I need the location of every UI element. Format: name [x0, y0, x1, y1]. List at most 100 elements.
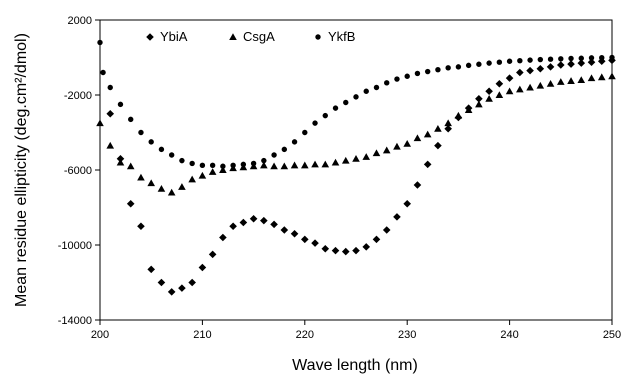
data-point — [322, 112, 328, 119]
x-axis-title: Wave length (nm) — [292, 357, 418, 374]
data-point — [311, 160, 319, 168]
data-point — [343, 99, 349, 106]
series-ykfb — [97, 39, 615, 169]
data-point — [126, 199, 135, 208]
data-point — [557, 61, 565, 69]
data-point — [382, 226, 391, 234]
data-point — [220, 163, 226, 169]
data-point — [106, 141, 115, 149]
data-point — [454, 111, 463, 119]
data-point — [464, 106, 473, 114]
data-point — [536, 64, 545, 73]
data-point — [189, 160, 195, 167]
legend-marker — [229, 33, 237, 41]
data-point — [516, 85, 524, 93]
data-point — [188, 278, 196, 287]
data-point — [465, 62, 472, 69]
y-tick-label: 2000 — [68, 15, 92, 27]
data-point — [167, 288, 176, 296]
data-point — [413, 134, 422, 142]
data-point — [384, 80, 390, 86]
data-point — [341, 247, 350, 256]
legend-label: YkfB — [328, 29, 355, 44]
data-point — [261, 157, 267, 164]
data-point — [291, 139, 298, 145]
data-point — [403, 139, 411, 147]
data-point — [260, 161, 268, 169]
data-point — [546, 63, 555, 71]
data-point — [270, 220, 278, 229]
data-point — [97, 39, 103, 46]
data-point — [434, 124, 442, 132]
data-point — [496, 59, 503, 65]
data-point — [230, 162, 236, 169]
data-point — [198, 263, 207, 272]
series-ybia — [106, 56, 616, 296]
data-point — [547, 56, 554, 62]
data-point — [413, 181, 422, 189]
data-point — [558, 56, 564, 62]
data-point — [178, 284, 186, 292]
data-point — [178, 183, 186, 190]
data-point — [147, 265, 155, 274]
data-point — [148, 139, 154, 145]
data-point — [495, 91, 504, 99]
data-point — [353, 94, 359, 100]
data-point — [107, 84, 113, 91]
data-point — [537, 56, 544, 63]
data-point — [527, 57, 533, 63]
data-point — [362, 153, 371, 160]
data-point — [341, 156, 350, 164]
data-point — [96, 119, 104, 127]
legend-marker — [146, 33, 154, 41]
data-point — [229, 222, 237, 231]
data-point — [394, 76, 400, 82]
x-tick-label: 210 — [193, 329, 211, 341]
data-point — [249, 214, 258, 223]
data-point — [567, 60, 575, 68]
data-point — [137, 222, 145, 231]
data-point — [100, 69, 106, 76]
data-point — [128, 116, 134, 123]
data-point — [116, 158, 125, 166]
data-point — [321, 244, 330, 253]
data-point — [362, 243, 371, 251]
data-point — [301, 235, 309, 244]
data-point — [557, 78, 565, 85]
data-point — [147, 179, 155, 187]
data-point — [219, 233, 227, 242]
data-point — [485, 87, 493, 96]
data-point — [444, 119, 452, 127]
data-point — [455, 64, 462, 70]
data-point — [403, 199, 411, 208]
data-point — [546, 79, 555, 87]
y-axis-title: Mean residue ellipticity (deg.cm²/dmol) — [13, 33, 30, 307]
data-point — [597, 73, 606, 81]
legend-item-csga: CsgA — [229, 29, 275, 44]
data-point — [352, 154, 360, 162]
data-point — [168, 152, 175, 158]
data-point — [577, 76, 586, 84]
data-point — [157, 278, 166, 287]
data-point — [363, 88, 369, 94]
data-point — [138, 129, 144, 136]
data-point — [352, 246, 360, 255]
legend-item-ykfb: YkfB — [315, 29, 355, 44]
data-point — [208, 250, 217, 259]
data-point — [106, 109, 115, 118]
data-point — [435, 66, 441, 73]
data-point — [393, 213, 401, 221]
data-point — [567, 77, 575, 84]
data-point — [373, 84, 380, 91]
y-tick-label: -14000 — [58, 315, 92, 327]
data-point — [587, 74, 596, 82]
data-point — [271, 152, 277, 158]
data-point — [158, 146, 165, 153]
x-tick-label: 230 — [398, 329, 416, 341]
data-point — [424, 68, 431, 75]
y-tick-label: -2000 — [64, 90, 92, 102]
data-point — [404, 73, 410, 79]
data-point — [516, 68, 524, 77]
data-point — [445, 65, 451, 71]
axes: 200 210 220 230 240 250 2000 -2000 -6000 -10000 -1… — [58, 15, 621, 341]
